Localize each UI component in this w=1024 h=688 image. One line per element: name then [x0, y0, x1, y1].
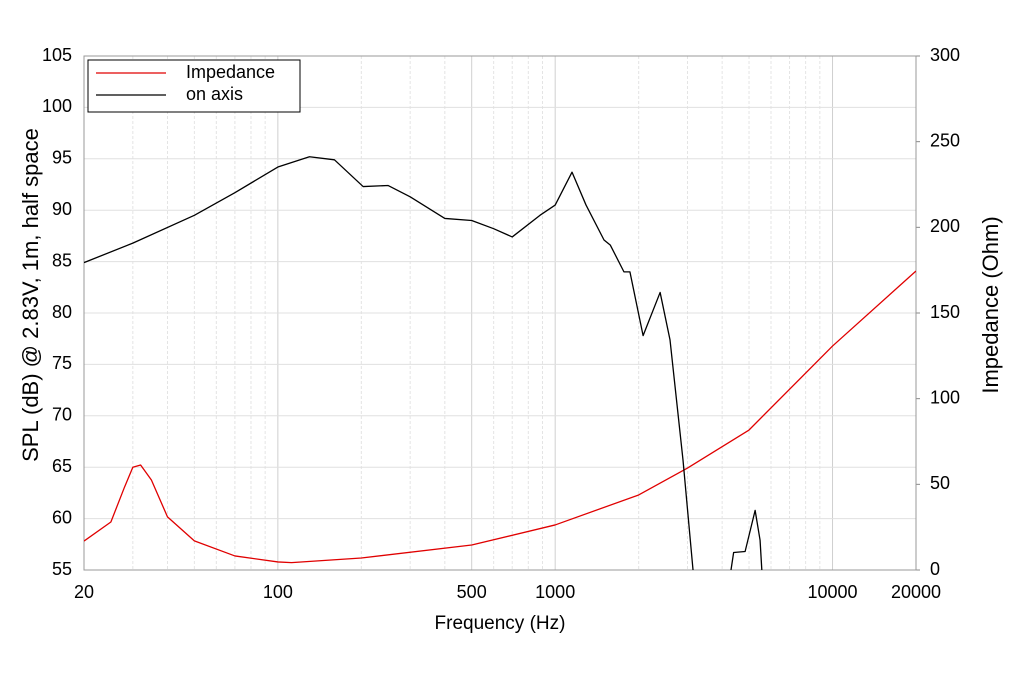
x-tick-label: 1000	[535, 582, 575, 602]
y-axis-title: SPL (dB) @ 2.83V, 1m, half space	[18, 128, 43, 462]
y-tick-label: 90	[52, 199, 72, 219]
y-tick-label: 105	[42, 45, 72, 65]
x-tick-label: 20000	[891, 582, 941, 602]
y2-tick-label: 150	[930, 302, 960, 322]
y-tick-label: 65	[52, 456, 72, 476]
y-tick-label: 85	[52, 250, 72, 270]
y2-tick-label: 300	[930, 45, 960, 65]
y-tick-label: 60	[52, 507, 72, 527]
x-tick-label: 100	[263, 582, 293, 602]
y2-tick-label: 100	[930, 387, 960, 407]
x-tick-label: 20	[74, 582, 94, 602]
y2-tick-label: 250	[930, 130, 960, 150]
y2-tick-label: 0	[930, 559, 940, 579]
y2-axis-title: Impedance (Ohm)	[978, 216, 1003, 393]
y-tick-label: 95	[52, 148, 72, 168]
x-axis-title: Frequency (Hz)	[435, 613, 566, 634]
x-tick-label: 500	[457, 582, 487, 602]
legend-label: Impedance	[186, 62, 275, 82]
y-tick-label: 70	[52, 405, 72, 425]
legend-label: on axis	[186, 84, 243, 104]
series-line	[84, 270, 916, 564]
plot-frame	[83, 55, 917, 571]
series-line	[84, 156, 763, 570]
legend-box	[87, 59, 301, 113]
y-tick-label: 55	[52, 559, 72, 579]
y-tick-label: 100	[42, 96, 72, 116]
y2-tick-label: 200	[930, 216, 960, 236]
y-tick-label: 75	[52, 353, 72, 373]
x-tick-label: 10000	[807, 582, 857, 602]
y-tick-label: 80	[52, 302, 72, 322]
y2-tick-label: 50	[930, 473, 950, 493]
